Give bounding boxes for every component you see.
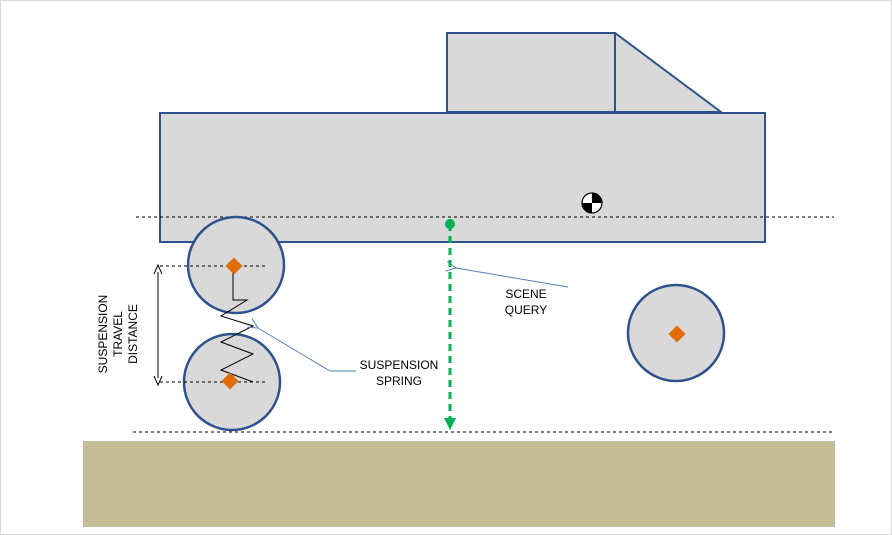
suspension-travel-label: SUSPENSION TRAVEL DISTANCE [96, 295, 140, 374]
suspension-spring-callout-line [258, 328, 356, 372]
suspension-spring-label-line-1: SUSPENSION [360, 358, 439, 372]
scene-query-label-line-2: QUERY [505, 303, 547, 317]
travel-label-line-3: DISTANCE [126, 304, 140, 364]
raycast-arrow-head [444, 418, 456, 430]
scene-query-callout-line [456, 268, 569, 288]
travel-arrow-head-up [153, 263, 163, 275]
center-of-mass-icon [581, 192, 603, 214]
wheel-center-marker-icon [668, 325, 686, 343]
suspension-spring-label-line-2: SPRING [376, 374, 422, 388]
raycast-origin-point [445, 219, 455, 229]
travel-arrow-head-down [153, 375, 163, 387]
vehicle-cab [446, 32, 725, 113]
travel-label-line-1: SUSPENSION [96, 295, 110, 374]
scene-query-label-line-1: SCENE [505, 287, 546, 301]
vehicle-body [159, 112, 766, 243]
ground [83, 441, 835, 527]
travel-label-line-2: TRAVEL [111, 311, 125, 357]
